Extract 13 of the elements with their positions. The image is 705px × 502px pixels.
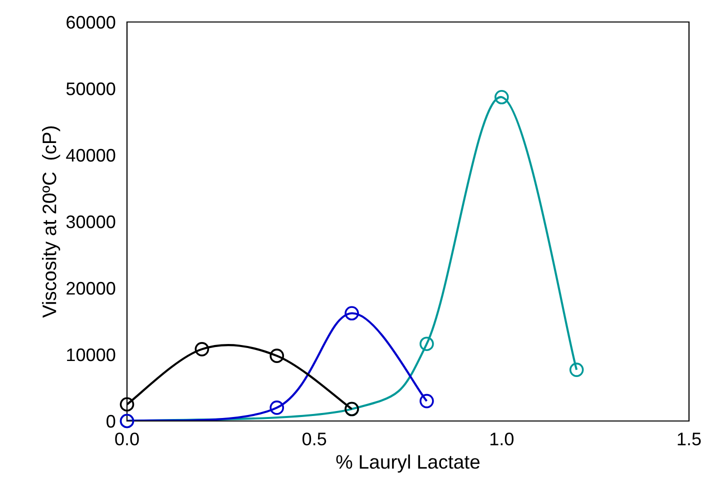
x-tick-label: 1.0 [490, 432, 514, 446]
y-tick-label: 30000 [66, 215, 116, 228]
x-tick-label: 0.0 [115, 432, 139, 446]
y-tick-label: 60000 [66, 16, 116, 29]
y-axis-title: Viscosity at 20ºC (cP) [42, 126, 60, 318]
y-tick-label: 0 [106, 414, 116, 428]
y-tick-label: 50000 [66, 82, 116, 96]
x-axis-title: % Lauryl Lactate [336, 454, 480, 473]
y-tick-label: 40000 [66, 148, 116, 162]
y-tick-label: 10000 [67, 348, 116, 362]
x-tick-label: 0.5 [302, 432, 326, 446]
y-tick-label: 20000 [66, 282, 116, 295]
x-tick-label: 1.5 [678, 432, 701, 446]
